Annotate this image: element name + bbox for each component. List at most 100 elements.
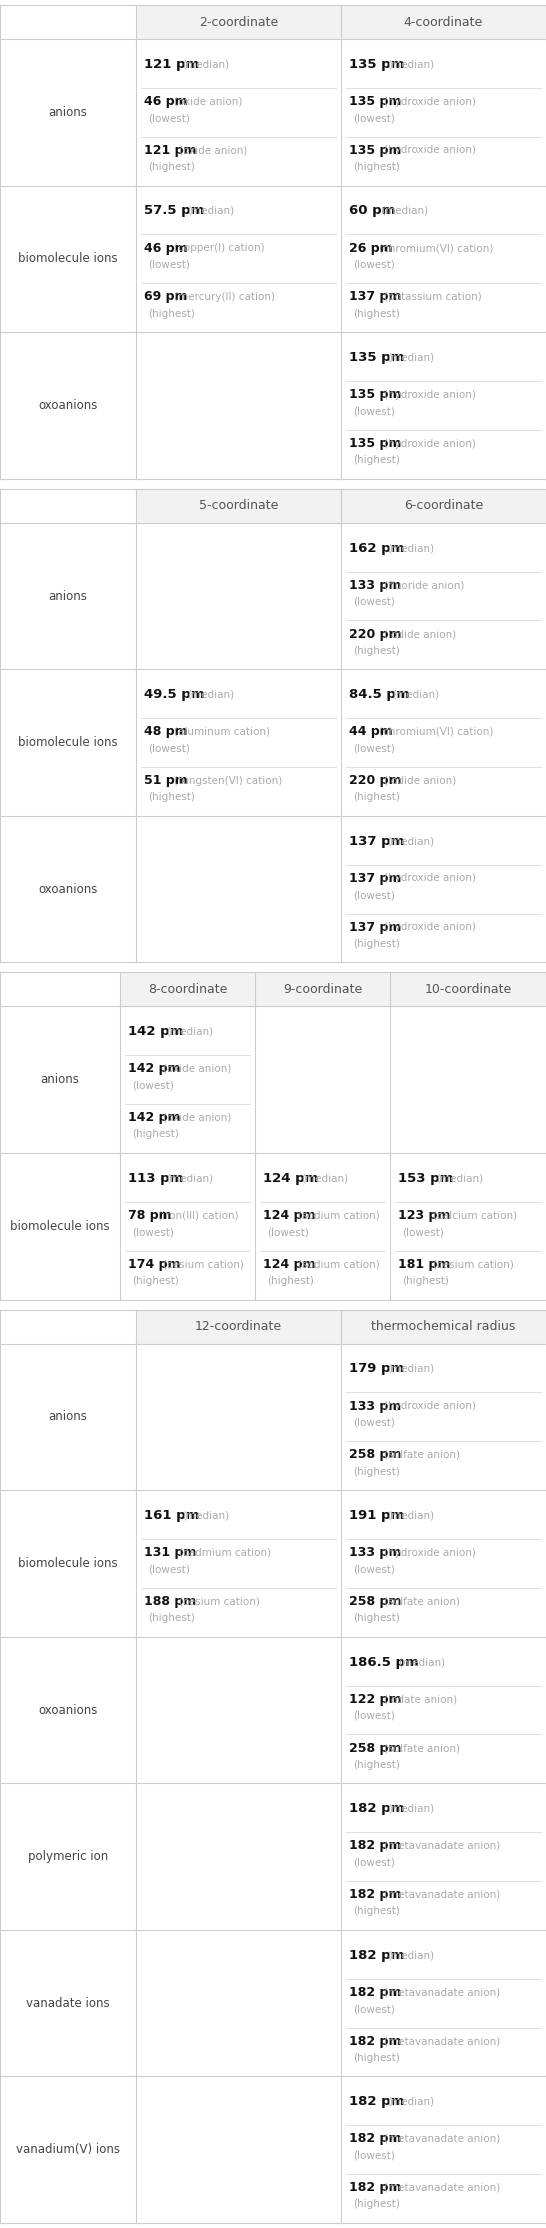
Text: (hydroxide anion): (hydroxide anion) (384, 96, 476, 107)
Text: (copper(I) cation): (copper(I) cation) (174, 243, 265, 254)
Bar (0, 40, 546, 185)
Text: 182 pm: 182 pm (349, 2034, 401, 2048)
Text: (median): (median) (381, 205, 428, 216)
Text: (metavanadate anion): (metavanadate anion) (384, 1987, 501, 1996)
Text: (highest): (highest) (402, 1277, 449, 1286)
Text: (median): (median) (182, 1511, 229, 1519)
Text: 182 pm: 182 pm (349, 1802, 405, 1816)
Text: (highest): (highest) (132, 1277, 179, 1286)
Text: 182 pm: 182 pm (349, 2132, 401, 2146)
Text: 142 pm: 142 pm (128, 1063, 181, 1076)
Text: 6-coordinate: 6-coordinate (404, 499, 483, 512)
Bar (0, 185, 546, 332)
Text: thermochemical radius: thermochemical radius (371, 1319, 515, 1332)
Text: (cadmium cation): (cadmium cation) (180, 1548, 271, 1557)
Text: 48 pm: 48 pm (144, 726, 188, 737)
Text: (median): (median) (387, 836, 434, 847)
Text: (median): (median) (166, 1027, 213, 1036)
Text: (iodate anion): (iodate anion) (384, 1693, 458, 1704)
Text: 135 pm: 135 pm (349, 145, 401, 156)
Text: 113 pm: 113 pm (128, 1172, 183, 1185)
Text: (highest): (highest) (353, 1613, 400, 1624)
Text: (lowest): (lowest) (132, 1228, 174, 1237)
Text: (oxide anion): (oxide anion) (174, 96, 242, 107)
Text: (lowest): (lowest) (353, 1711, 395, 1720)
Text: 124 pm: 124 pm (263, 1259, 316, 1270)
Text: 135 pm: 135 pm (349, 352, 405, 363)
Text: 258 pm: 258 pm (349, 1595, 401, 1609)
Text: 135 pm: 135 pm (349, 437, 401, 450)
Text: 124 pm: 124 pm (263, 1172, 318, 1185)
Text: (median): (median) (166, 1174, 213, 1183)
Text: (potassium cation): (potassium cation) (384, 292, 482, 303)
Text: (median): (median) (387, 1511, 434, 1519)
Text: (metavanadate anion): (metavanadate anion) (384, 2036, 501, 2045)
Text: 124 pm: 124 pm (263, 1210, 316, 1221)
Text: (lowest): (lowest) (353, 1417, 395, 1428)
Text: 161 pm: 161 pm (144, 1508, 199, 1522)
Bar (0, 524, 546, 668)
Text: 135 pm: 135 pm (349, 96, 401, 107)
Text: (median): (median) (301, 1174, 348, 1183)
Text: (sodium cation): (sodium cation) (299, 1210, 380, 1221)
Text: anions: anions (40, 1074, 79, 1087)
Text: oxoanions: oxoanions (38, 399, 98, 412)
Text: (chromium(VI) cation): (chromium(VI) cation) (379, 726, 494, 737)
Text: (highest): (highest) (353, 2199, 400, 2210)
Text: (aluminum cation): (aluminum cation) (174, 726, 270, 737)
Text: 133 pm: 133 pm (349, 1399, 401, 1413)
Text: (iodide anion): (iodide anion) (384, 628, 456, 639)
Text: (median): (median) (387, 2097, 434, 2108)
Text: oxoanions: oxoanions (38, 1704, 98, 1716)
Text: (chromium(VI) cation): (chromium(VI) cation) (379, 243, 494, 254)
Text: (median): (median) (387, 1364, 434, 1375)
Text: 220 pm: 220 pm (349, 628, 401, 642)
Text: 186.5 pm: 186.5 pm (349, 1655, 419, 1669)
Text: 142 pm: 142 pm (128, 1025, 183, 1038)
Text: (oxide anion): (oxide anion) (163, 1112, 232, 1123)
Text: (median): (median) (387, 1950, 434, 1961)
Text: (lowest): (lowest) (353, 2150, 395, 2161)
Text: biomolecule ions: biomolecule ions (18, 735, 118, 749)
Text: oxoanions: oxoanions (38, 882, 98, 896)
Text: 84.5 pm: 84.5 pm (349, 688, 410, 702)
Bar (0, 1782, 546, 1929)
Bar (0, 332, 546, 479)
Bar (390, 971, 546, 1007)
Text: (highest): (highest) (148, 307, 195, 319)
Text: 142 pm: 142 pm (128, 1112, 181, 1125)
Text: anions: anions (49, 590, 87, 602)
Text: (highest): (highest) (148, 793, 195, 802)
Text: (cesium cation): (cesium cation) (163, 1259, 244, 1270)
Text: 49.5 pm: 49.5 pm (144, 688, 205, 702)
Text: (highest): (highest) (132, 1130, 179, 1139)
Text: (highest): (highest) (353, 2052, 400, 2063)
Text: (median): (median) (387, 60, 434, 69)
Text: (highest): (highest) (353, 793, 400, 802)
Text: (median): (median) (188, 205, 235, 216)
Bar (136, 4, 341, 40)
Text: (metavanadate anion): (metavanadate anion) (384, 1840, 501, 1851)
Bar (0, 1929, 546, 2076)
Text: (highest): (highest) (353, 938, 400, 949)
Text: (calcium cation): (calcium cation) (434, 1210, 518, 1221)
Bar (0, 1343, 546, 1491)
Text: (median): (median) (188, 691, 235, 700)
Bar (341, 488, 546, 524)
Text: 258 pm: 258 pm (349, 1448, 401, 1462)
Text: (lowest): (lowest) (353, 889, 395, 900)
Text: (highest): (highest) (353, 1760, 400, 1769)
Text: (median): (median) (399, 1658, 446, 1667)
Text: 121 pm: 121 pm (144, 58, 199, 71)
Text: (sodium cation): (sodium cation) (299, 1259, 380, 1270)
Bar (341, 1310, 546, 1343)
Text: (hydroxide anion): (hydroxide anion) (384, 873, 476, 882)
Text: 182 pm: 182 pm (349, 2181, 401, 2195)
Text: 26 pm: 26 pm (349, 241, 393, 254)
Text: 182 pm: 182 pm (349, 2094, 405, 2108)
Text: polymeric ion: polymeric ion (28, 1849, 108, 1863)
Text: 131 pm: 131 pm (144, 1546, 197, 1560)
Text: (highest): (highest) (148, 1613, 195, 1624)
Bar (0, 668, 546, 815)
Text: (median): (median) (182, 60, 229, 69)
